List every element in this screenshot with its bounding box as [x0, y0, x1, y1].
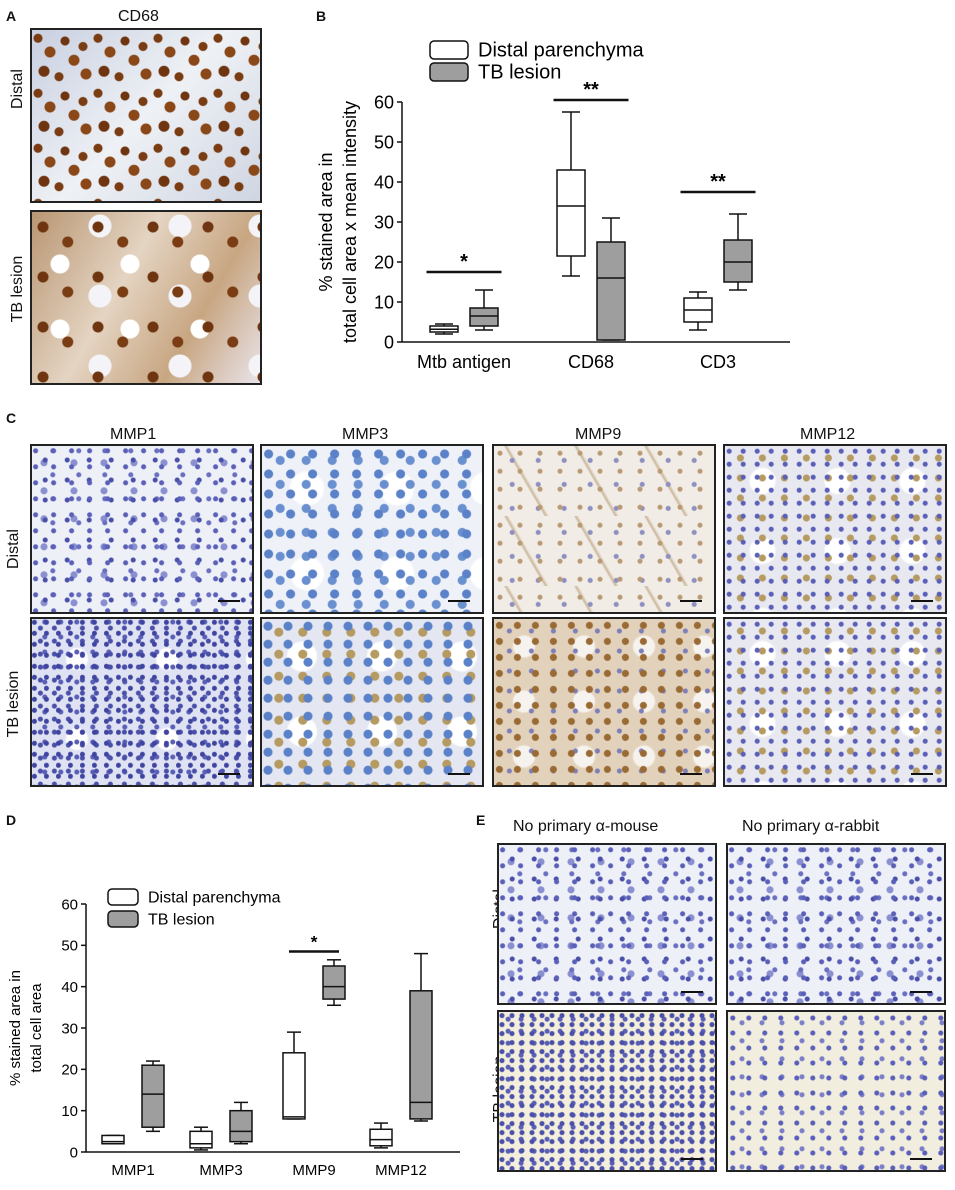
scale-bar [218, 773, 240, 775]
box-distal [369, 1128, 393, 1147]
significance-label: * [460, 251, 468, 273]
legend-swatch [429, 62, 469, 82]
y-tick-label: 40 [374, 172, 394, 192]
panel-b-chart: 0 10 20 30 40 50 60 % stained area in total cell… [316, 39, 790, 372]
x-tick-label: MMP12 [375, 1162, 427, 1179]
scale-bar [680, 773, 702, 775]
control-micrograph-r0-c0 [497, 843, 717, 1005]
legend-swatch [107, 910, 139, 928]
x-tick-label: MMP1 [111, 1162, 154, 1179]
scale-bar [448, 773, 470, 775]
y-tick-label: 20 [61, 1062, 78, 1079]
y-tick-label: 20 [374, 252, 394, 272]
box-distal [189, 1130, 213, 1149]
y-axis-label: total cell area [28, 983, 45, 1073]
scale-bar [681, 991, 703, 993]
panel-a-title: CD68 [118, 8, 159, 25]
y-tick-label: 50 [374, 132, 394, 152]
mmp-micrograph-r0-c3 [723, 444, 947, 614]
box-tb-lesion [596, 241, 626, 341]
y-tick-label: 60 [374, 92, 394, 112]
panel-c-col-mmp9: MMP9 [575, 426, 622, 443]
y-tick-label: 40 [61, 979, 78, 996]
box-tb-lesion [229, 1109, 253, 1143]
panel-d-chart: 0 10 20 30 40 50 60 % stained area in total cell… [7, 888, 460, 1179]
panel-e-col-rabbit: No primary α-rabbit [742, 818, 880, 835]
significance-label: ** [710, 171, 726, 193]
panel-b-label: B [316, 8, 327, 24]
scale-bar [911, 600, 933, 602]
x-tick-label: MMP9 [292, 1162, 335, 1179]
legend-label: Distal parenchyma [148, 889, 281, 906]
box-tb-lesion [322, 965, 346, 1000]
y-tick-label: 10 [374, 292, 394, 312]
panel-a-label: A [6, 8, 17, 24]
x-tick-label: Mtb antigen [417, 352, 511, 372]
y-tick-label: 0 [70, 1144, 78, 1161]
x-tick-label: MMP3 [199, 1162, 242, 1179]
control-micrograph-r1-c0 [497, 1010, 717, 1172]
panel-d-label: D [6, 812, 17, 828]
mmp-micrograph-r1-c2 [492, 617, 716, 787]
cd68-tb-lesion-micrograph [30, 210, 262, 385]
box-distal [556, 169, 586, 257]
box-tb-lesion [469, 307, 499, 327]
legend-label: Distal parenchyma [478, 39, 645, 61]
scale-bar [911, 773, 933, 775]
mmp-micrograph-r1-c3 [723, 617, 947, 787]
y-tick-label: 0 [384, 332, 394, 352]
panel-a-row-distal: Distal [9, 69, 26, 110]
box-distal [101, 1134, 125, 1145]
scale-bar [218, 600, 240, 602]
scale-bar [680, 600, 702, 602]
box-tb-lesion [409, 990, 433, 1120]
legend-label: TB lesion [148, 911, 215, 928]
mmp-micrograph-r0-c1 [260, 444, 484, 614]
scale-bar [448, 600, 470, 602]
mmp-micrograph-r0-c0 [30, 444, 254, 614]
y-axis-label: total cell area x mean intensity [340, 101, 360, 343]
scale-bar [910, 1158, 932, 1160]
box-tb-lesion [141, 1064, 165, 1128]
box-distal [282, 1052, 306, 1120]
panel-c-row-distal: Distal [5, 529, 22, 570]
panel-c-col-mmp3: MMP3 [342, 426, 389, 443]
box-tb-lesion [723, 239, 753, 283]
legend-label: TB lesion [478, 61, 561, 83]
panel-c-col-mmp12: MMP12 [800, 426, 856, 443]
control-micrograph-r0-c1 [726, 843, 946, 1005]
y-tick-label: 30 [61, 1020, 78, 1037]
x-tick-label: CD3 [700, 352, 736, 372]
significance-label: * [311, 933, 318, 952]
mmp-micrograph-r1-c0 [30, 617, 254, 787]
mmp-micrograph-r1-c1 [260, 617, 484, 787]
control-micrograph-r1-c1 [726, 1010, 946, 1172]
x-tick-label: CD68 [568, 352, 614, 372]
legend-swatch [429, 40, 469, 60]
panel-e-label: E [476, 812, 486, 828]
legend-swatch [107, 888, 139, 906]
y-axis-label: % stained area in [316, 152, 336, 291]
panel-c-row-tb-lesion: TB lesion [5, 670, 22, 738]
scale-bar [681, 1158, 703, 1160]
mmp-micrograph-r0-c2 [492, 444, 716, 614]
y-tick-label: 10 [61, 1103, 78, 1120]
y-tick-label: 30 [374, 212, 394, 232]
panel-c-label: C [6, 410, 17, 426]
panel-a-row-tb-lesion: TB lesion [9, 255, 26, 323]
y-axis-label: % stained area in [7, 970, 24, 1086]
y-tick-label: 50 [61, 938, 78, 955]
cd68-distal-micrograph [30, 28, 262, 203]
significance-label: ** [583, 79, 599, 101]
panel-e-col-mouse: No primary α-mouse [513, 818, 659, 835]
panel-c-col-mmp1: MMP1 [110, 426, 157, 443]
y-tick-label: 60 [61, 896, 78, 913]
scale-bar [910, 991, 932, 993]
